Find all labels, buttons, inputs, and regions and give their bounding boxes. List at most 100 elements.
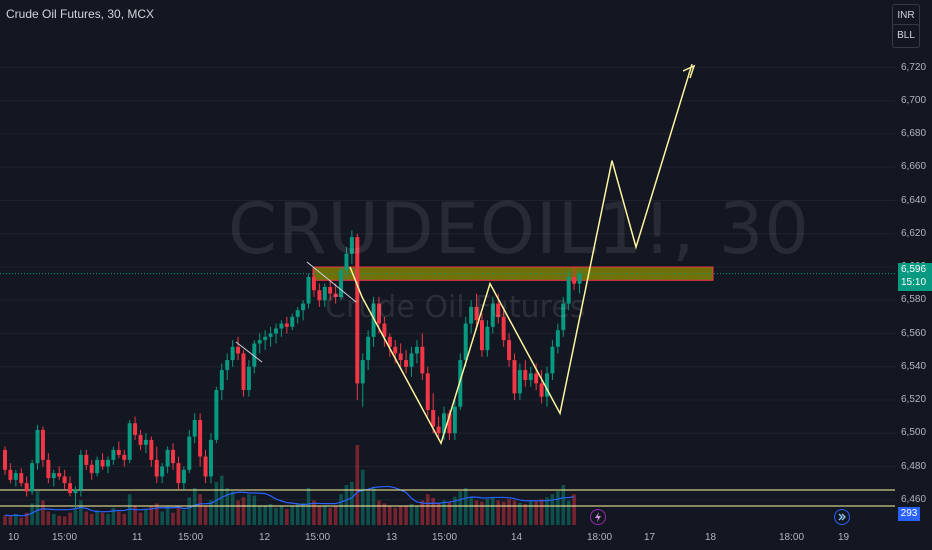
candle-body bbox=[501, 316, 506, 341]
volume-bar bbox=[382, 503, 387, 525]
candle-body bbox=[398, 353, 403, 361]
volume-bar bbox=[268, 504, 273, 525]
volume-bar bbox=[328, 507, 332, 525]
time-tick-label: 15:00 bbox=[432, 532, 458, 543]
forward-arrow-icon[interactable] bbox=[834, 509, 850, 525]
volume-bar bbox=[523, 504, 528, 525]
candle-body bbox=[414, 346, 419, 354]
last-price-value: 6,596 bbox=[901, 264, 927, 275]
volume-bar bbox=[106, 513, 110, 525]
candle-body bbox=[165, 449, 170, 467]
candle-body bbox=[252, 343, 257, 367]
candle-body bbox=[485, 326, 490, 351]
candle-body bbox=[572, 276, 577, 284]
volume-bar bbox=[122, 513, 127, 525]
unit-button[interactable]: BLL bbox=[892, 24, 920, 48]
volume-bar bbox=[496, 500, 501, 525]
candle-body bbox=[528, 373, 533, 381]
candle-body bbox=[230, 346, 235, 361]
candle-body bbox=[100, 459, 105, 467]
candle-body bbox=[62, 476, 67, 484]
volume-bar bbox=[420, 500, 425, 525]
candle-body bbox=[328, 286, 333, 294]
volume-bar bbox=[333, 506, 338, 525]
volume-bar bbox=[561, 485, 566, 525]
candle-body bbox=[149, 439, 154, 460]
price-tick-label: 6,660 bbox=[901, 161, 927, 173]
volume-bar bbox=[79, 500, 83, 525]
time-tick-label: 14 bbox=[511, 532, 523, 543]
price-tick-label: 6,720 bbox=[901, 61, 927, 73]
volume-bar bbox=[393, 507, 398, 525]
candle-body bbox=[431, 409, 436, 427]
candle-body bbox=[344, 253, 349, 271]
candle-body bbox=[545, 373, 549, 397]
candle-body bbox=[436, 426, 441, 434]
candle-body bbox=[111, 449, 116, 460]
volume-bar bbox=[501, 501, 506, 525]
candle-body bbox=[24, 483, 29, 492]
volume-bar bbox=[301, 502, 305, 525]
volume-bar bbox=[149, 506, 154, 525]
volume-bar bbox=[360, 469, 365, 525]
candle-body bbox=[73, 489, 78, 494]
price-tick-label: 6,680 bbox=[901, 128, 927, 139]
volume-bar bbox=[230, 491, 235, 525]
volume-bar bbox=[518, 502, 522, 525]
time-tick-label: 19 bbox=[838, 532, 850, 543]
candle-body bbox=[225, 360, 230, 371]
candle-body bbox=[198, 419, 203, 457]
volume-bar bbox=[100, 512, 105, 525]
trend-line bbox=[306, 261, 357, 303]
candle-body bbox=[40, 429, 45, 460]
candle-body bbox=[496, 303, 501, 317]
candle-body bbox=[490, 303, 495, 327]
candle-body bbox=[143, 439, 148, 445]
time-tick-label: 12 bbox=[259, 532, 271, 543]
candle-body bbox=[84, 454, 89, 465]
candle-body bbox=[181, 469, 186, 484]
candle-body bbox=[236, 346, 241, 354]
volume-bar bbox=[534, 501, 538, 525]
volume-bar bbox=[507, 499, 511, 525]
candle-body bbox=[133, 423, 138, 435]
candle-body bbox=[539, 383, 544, 397]
price-tick-label: 6,640 bbox=[901, 194, 927, 206]
volume-bar bbox=[209, 500, 213, 525]
price-tick-label: 6,700 bbox=[901, 94, 927, 106]
candle-body bbox=[311, 276, 316, 291]
volume-bar bbox=[214, 481, 219, 525]
volume-bar bbox=[485, 499, 490, 525]
volume-bar bbox=[404, 505, 408, 525]
volume-label: 293 bbox=[898, 507, 920, 521]
candle-body bbox=[550, 346, 555, 374]
volume-bar bbox=[344, 485, 349, 525]
candle-body bbox=[523, 370, 528, 381]
candle-body bbox=[241, 353, 246, 391]
time-tick-label: 15:00 bbox=[305, 532, 331, 543]
volume-bar bbox=[447, 501, 452, 525]
candle-body bbox=[295, 310, 300, 317]
volume-bar bbox=[62, 516, 67, 525]
candle-body bbox=[127, 423, 132, 460]
candle-body bbox=[382, 323, 387, 337]
volume-bar bbox=[19, 517, 24, 525]
volume-bar bbox=[165, 506, 170, 525]
volume-bar bbox=[57, 515, 61, 525]
candle-body bbox=[192, 419, 197, 437]
time-tick-label: 11 bbox=[132, 532, 143, 543]
candle-body bbox=[279, 323, 284, 329]
lightning-icon[interactable] bbox=[590, 509, 606, 525]
candle-body bbox=[404, 360, 409, 367]
candle-body bbox=[138, 434, 143, 445]
candle-body bbox=[208, 439, 213, 477]
watermark-name: Crude Oil Futures bbox=[325, 290, 586, 325]
projection-path bbox=[349, 63, 693, 446]
volume-bar bbox=[474, 500, 479, 525]
volume-bar bbox=[8, 516, 13, 525]
candle-body bbox=[566, 276, 571, 304]
volume-bar bbox=[453, 496, 457, 525]
volume-bar bbox=[192, 488, 197, 525]
time-tick-label: 15:00 bbox=[178, 532, 204, 543]
